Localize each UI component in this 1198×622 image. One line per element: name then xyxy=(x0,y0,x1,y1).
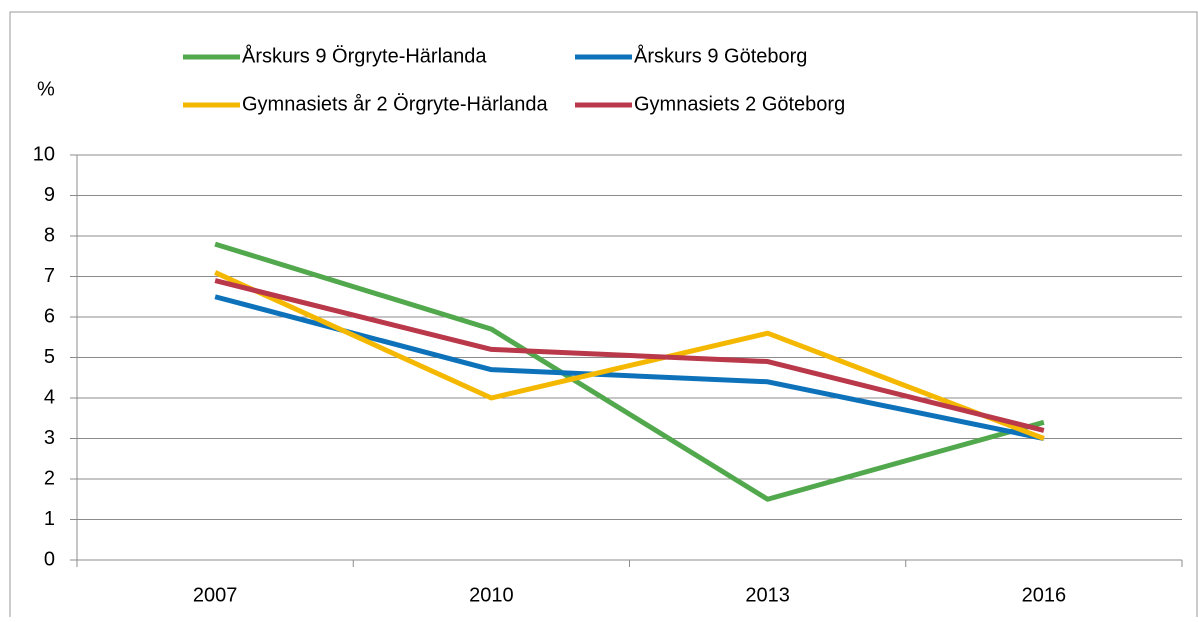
y-tick-label: 10 xyxy=(33,143,55,165)
x-tick-label: 2007 xyxy=(193,584,238,606)
line-series xyxy=(214,270,1045,441)
x-tick-label: 2010 xyxy=(469,584,514,606)
x-tick-label: 2013 xyxy=(745,584,790,606)
x-tick-label: 2016 xyxy=(1022,584,1067,606)
legend-label: Gymnasiets 2 Göteborg xyxy=(634,93,845,115)
line-series xyxy=(214,241,1045,502)
legend-label: Gymnasiets år 2 Örgryte-Härlanda xyxy=(242,93,549,115)
legend-label: Årskurs 9 Örgryte-Härlanda xyxy=(242,44,487,67)
y-tick-label: 1 xyxy=(44,508,55,530)
y-tick-label: 3 xyxy=(44,427,55,449)
y-tick-label: 0 xyxy=(44,548,55,570)
y-tick-label: 6 xyxy=(44,305,55,327)
y-tick-label: 5 xyxy=(44,346,55,368)
y-tick-label: 8 xyxy=(44,224,55,246)
y-axis-label: % xyxy=(37,78,55,100)
line-series xyxy=(214,278,1045,433)
legend-label: Årskurs 9 Göteborg xyxy=(634,44,807,67)
y-tick-label: 4 xyxy=(44,386,55,408)
y-tick-label: 7 xyxy=(44,265,55,287)
y-tick-label: 2 xyxy=(44,467,55,489)
y-tick-label: 9 xyxy=(44,184,55,206)
chart-frame xyxy=(9,11,1198,622)
